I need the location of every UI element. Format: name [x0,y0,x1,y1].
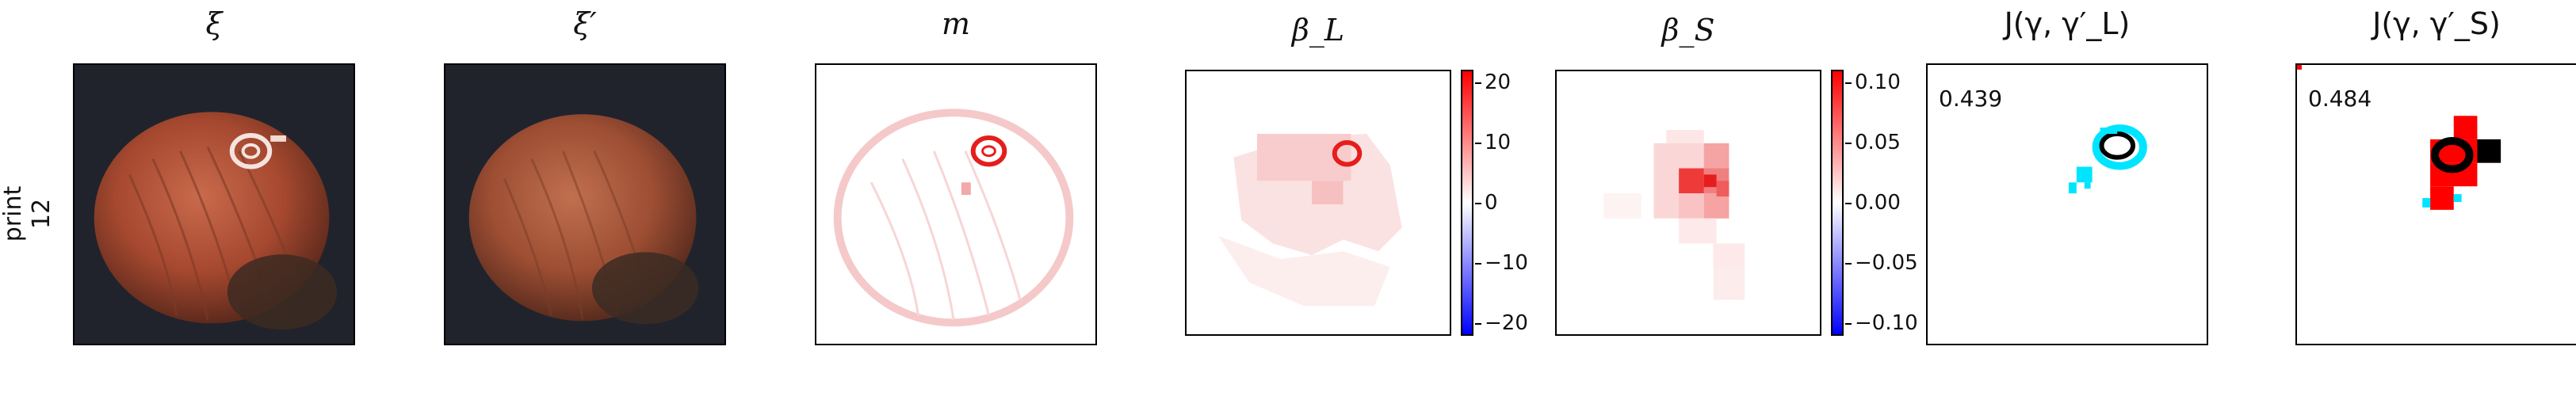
colorbar-tick: −20 [1475,311,1528,335]
colorbar-beta-s [1831,70,1844,336]
difference-map [833,109,1074,327]
panel-jaccard-l: J(γ, γ′_L) 0.439 [1926,6,2208,345]
panel-title-jaccard-s: J(γ, γ′_S) [2372,6,2501,41]
row-label: print 12 [0,170,55,257]
beta-s-heatmap [1603,130,1745,300]
jaccard-score-s: 0.484 [2308,86,2372,112]
panel-title-beta-s: β_S [1661,13,1715,48]
jaccard-s-overlay [2297,65,2501,210]
colorbar-beta-l [1461,70,1473,336]
colorbar-tick: 20 [1474,70,1512,94]
panel-beta-s: β_S 0.10 0.05 0.00 −0.05 −0.10 [1555,13,1918,336]
map-m [815,63,1097,345]
panel-jaccard-s: J(γ, γ′_S) 0.484 [2295,6,2576,345]
colorbar-tick: 0.05 [1845,131,1901,154]
panel-title-jaccard-l: J(γ, γ′_L) [2004,6,2131,41]
colorbar-tick: 10 [1474,131,1512,154]
jaccard-score-l: 0.439 [1939,86,2003,112]
hazelnut-image-reconstructed [468,114,699,325]
map-jaccard-l: 0.439 [1926,63,2208,345]
panel-title-xi-prime: ξ′ [573,6,597,41]
row-label-line2: 12 [28,198,55,230]
panel-beta-l: β_L 20 10 0 −10 −20 [1185,13,1528,336]
map-jaccard-s: 0.484 [2295,63,2576,345]
colorbar-tick: −0.10 [1845,311,1918,335]
panel-xi-prime: ξ′ [444,6,726,345]
colorbar-tick: 0.10 [1845,70,1901,94]
colorbar-tick: 0.00 [1845,191,1901,215]
beta-l-heatmap [1217,134,1402,307]
image-xi [73,63,355,345]
panel-title-xi: ξ [205,6,223,41]
row-label-line1: print [0,185,27,242]
panel-m: m [815,6,1097,345]
panel-title-beta-l: β_L [1291,13,1345,48]
jaccard-l-overlay [2068,124,2147,194]
image-xi-prime [444,63,726,345]
colorbar-tick: −10 [1475,251,1528,275]
panel-title-m: m [941,6,971,41]
map-beta-l [1185,70,1451,336]
map-beta-s [1555,70,1821,336]
hazelnut-image [94,112,338,330]
colorbar-tick: 0 [1475,191,1498,215]
panel-xi: ξ [73,6,355,345]
colorbar-tick: −0.05 [1845,251,1918,275]
